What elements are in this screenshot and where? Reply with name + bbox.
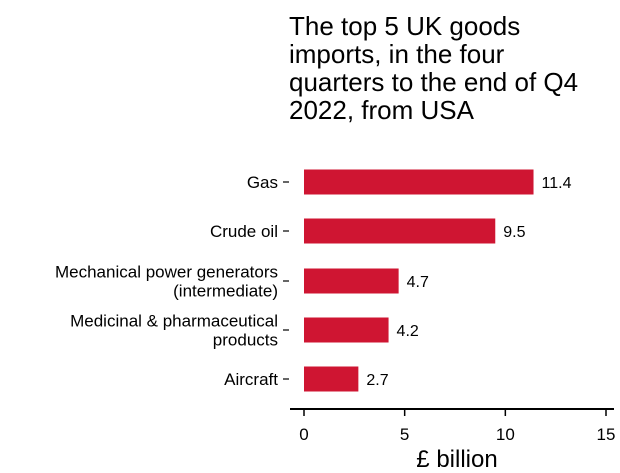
value-label-4: 2.7: [366, 372, 388, 389]
category-label-2-0: Mechanical power generators: [55, 263, 278, 282]
value-label-1: 9.5: [503, 224, 525, 241]
bars-group: 11.4 9.5 4.7 4.2 2.7: [304, 170, 572, 392]
category-label-3-0: Medicinal & pharmaceutical: [70, 312, 278, 331]
value-label-0: 11.4: [542, 175, 572, 192]
bar-2: [304, 269, 399, 294]
x-tick-label-3: 15: [597, 425, 616, 444]
value-label-2: 4.7: [407, 274, 429, 291]
x-tick-label-1: 5: [400, 425, 409, 444]
bar-4: [304, 367, 358, 392]
bar-1: [304, 219, 495, 244]
category-label-0-0: Gas: [247, 173, 278, 192]
x-tick-label-0: 0: [299, 425, 308, 444]
bar-0: [304, 170, 534, 195]
category-label-1-0: Crude oil: [210, 222, 278, 241]
category-label-3-1: products: [213, 331, 278, 350]
bar-3: [304, 318, 389, 343]
x-tick-label-2: 10: [496, 425, 515, 444]
x-axis-title: £ billion: [416, 446, 497, 473]
value-label-3: 4.2: [397, 323, 419, 340]
x-axis: 0 5 10 15: [290, 409, 615, 444]
category-label-2-1: (intermediate): [173, 282, 278, 301]
category-label-4-0: Aircraft: [224, 370, 278, 389]
y-axis: Gas Crude oil Mechanical power generators(…: [55, 173, 289, 389]
